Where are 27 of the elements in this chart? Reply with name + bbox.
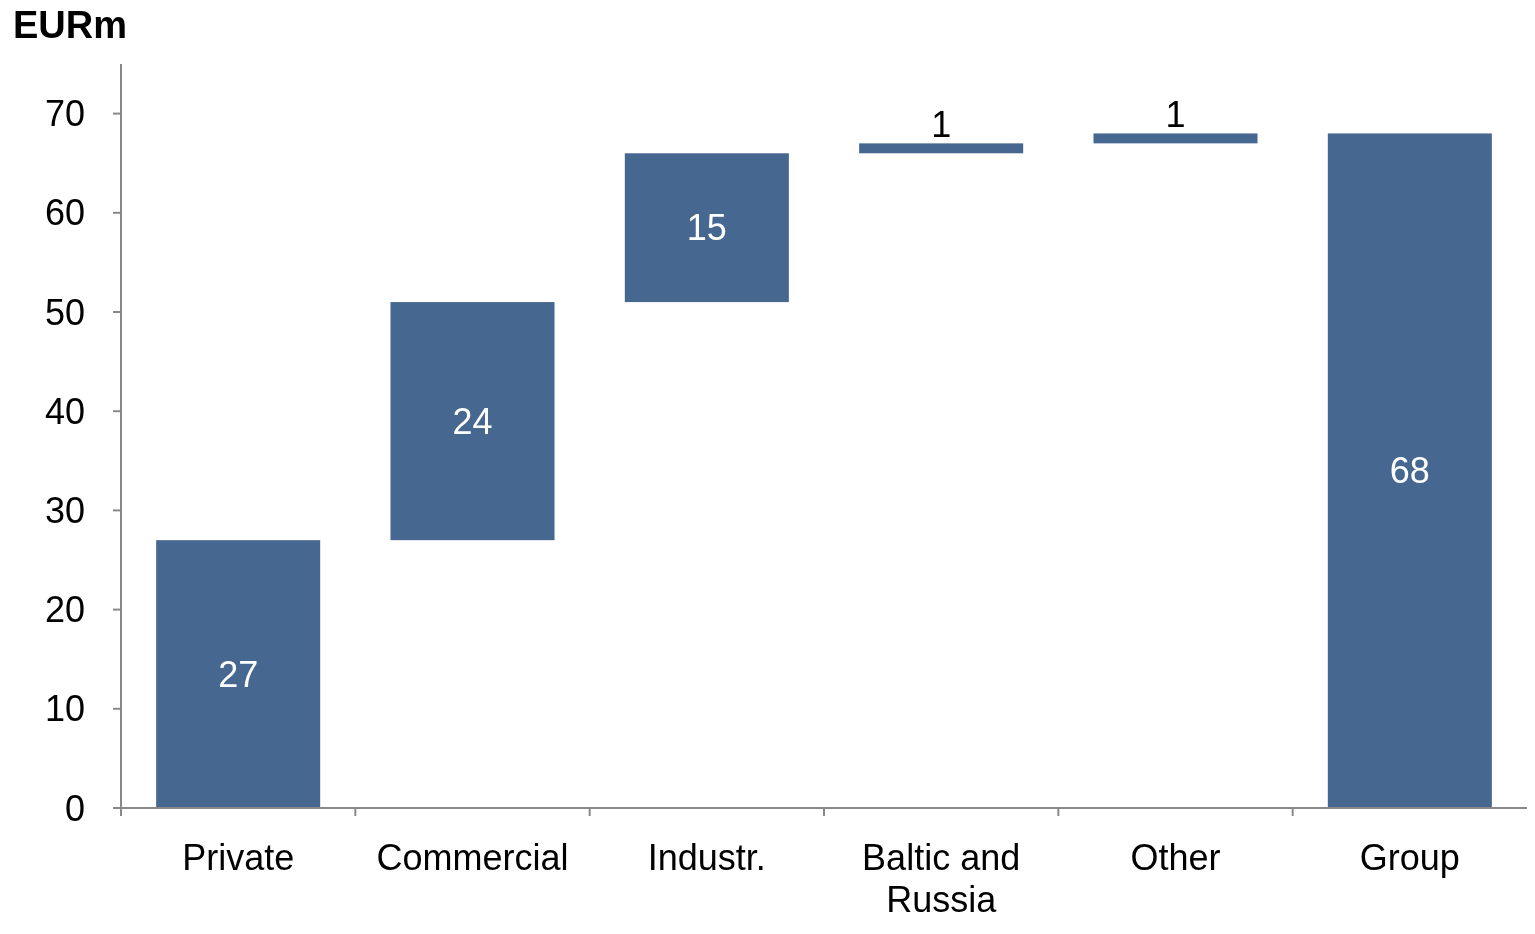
y-tick-label: 60 <box>44 192 85 234</box>
x-tick-label: Other <box>1130 837 1221 878</box>
x-tick-label: Industr. <box>647 837 766 878</box>
y-axis-title: EURm <box>13 4 128 46</box>
y-tick-label: 10 <box>44 688 85 730</box>
bar <box>624 153 789 303</box>
bar <box>1327 133 1492 808</box>
bar <box>156 540 321 808</box>
x-tick-label: Private <box>182 837 295 878</box>
bar <box>390 302 555 541</box>
y-tick-label: 40 <box>44 390 85 432</box>
x-tick-label: Baltic and Russia <box>862 837 1021 920</box>
x-tick-label: Commercial <box>376 837 569 878</box>
bar <box>1093 133 1258 144</box>
data-label: 1 <box>1165 94 1186 136</box>
data-label: 68 <box>1389 450 1430 492</box>
data-label: 1 <box>931 104 952 146</box>
bar <box>859 143 1024 154</box>
y-tick-label: 20 <box>44 589 85 631</box>
data-label: 24 <box>452 400 493 442</box>
y-tick-label: 70 <box>44 93 85 135</box>
y-tick-label: 50 <box>44 291 85 333</box>
x-tick-label: Group <box>1359 837 1460 878</box>
y-tick-label: 0 <box>64 787 85 829</box>
y-tick-label: 30 <box>44 490 85 531</box>
data-label: 27 <box>218 653 259 695</box>
data-label: 15 <box>686 207 727 249</box>
